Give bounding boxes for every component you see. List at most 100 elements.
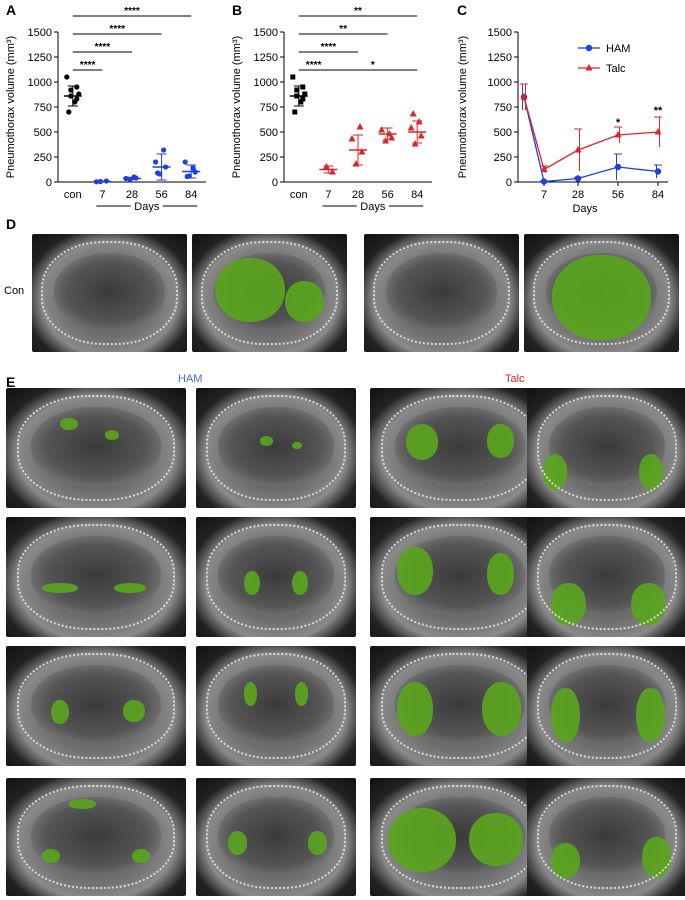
data-point [358, 148, 366, 155]
x-tick-label: con [64, 189, 82, 201]
data-point [356, 123, 364, 130]
legend-marker [585, 44, 593, 52]
ham-title: HAM [178, 373, 203, 385]
rib-markers [16, 524, 176, 630]
data-point [614, 163, 622, 171]
legend-marker [585, 64, 593, 71]
data-point [155, 170, 161, 176]
x-tick-label: 56 [381, 189, 393, 201]
ct-scan-tile [370, 646, 550, 766]
significance-label: * [616, 117, 621, 129]
data-point [64, 74, 70, 80]
data-point [417, 132, 425, 139]
y-tick-label: 250 [494, 152, 512, 164]
y-tick-label: 250 [260, 152, 278, 164]
row-label-con: Con [4, 285, 25, 297]
ct-con-coronal [364, 234, 519, 352]
x-tick-label: 28 [126, 189, 138, 201]
rib-markers [380, 653, 540, 759]
x-tick-label: con [290, 189, 308, 201]
rib-markers [536, 524, 678, 630]
x-axis-label: Days [134, 201, 160, 213]
panel-letter-b: B [232, 2, 243, 18]
ct-scan-tile [6, 388, 186, 508]
data-point [302, 91, 308, 97]
panel-letter-d: D [6, 216, 17, 232]
rib-markers [205, 524, 347, 630]
data-point [290, 74, 296, 80]
data-point [66, 109, 72, 115]
data-point [298, 99, 304, 105]
y-tick-label: 1000 [28, 77, 52, 89]
y-axis-label: Pneumothorax volume (mm³) [457, 36, 469, 178]
x-tick-label: 84 [411, 189, 423, 201]
x-tick-label: 7 [541, 189, 547, 201]
data-point [300, 96, 306, 102]
chart-a-svg: 0 250 500 750 1000 1250 1500 Pneumothorax volum… [5, 6, 206, 213]
significance-label: **** [109, 24, 125, 35]
y-tick-label: 1500 [28, 27, 52, 39]
significance-label: **** [124, 6, 140, 17]
series-line-talc [523, 96, 659, 171]
y-tick-label: 0 [506, 177, 512, 189]
data-point [540, 178, 548, 185]
y-tick-label: 1250 [28, 52, 52, 64]
data-point [294, 87, 300, 93]
x-tick-label: 56 [612, 189, 624, 201]
ct-scan-tile [370, 517, 550, 637]
ct-scan-tile [370, 778, 550, 896]
chart-panel-c: 0 250 500 750 1000 1250 1500 Pneumothorax volum… [452, 0, 682, 220]
x-tick-label: 84 [185, 189, 197, 201]
talc-title: Talc [505, 373, 525, 385]
x-axis-label: Days [360, 201, 386, 213]
ct-scan-tile [527, 388, 685, 508]
y-tick-label: 1500 [488, 27, 512, 39]
ct-scan-tile [196, 646, 356, 766]
ct-con-coronal-segmented [524, 234, 679, 352]
y-tick-label: 750 [494, 102, 512, 114]
data-point [654, 168, 662, 175]
y-tick-label: 500 [260, 127, 278, 139]
ct-scan-tile [527, 517, 685, 637]
group-title-ham: HAM [178, 373, 202, 385]
ct-con-axial [32, 234, 187, 352]
y-tick-label: 250 [34, 152, 52, 164]
data-point [407, 124, 415, 131]
data-point [182, 159, 188, 165]
significance-label: **** [80, 60, 96, 71]
rib-markers [16, 785, 176, 889]
x-tick-label: 84 [652, 189, 664, 201]
rib-markers [16, 395, 176, 501]
rib-markers [536, 395, 678, 501]
rib-markers [536, 785, 678, 889]
group-title-talc: Talc [505, 373, 525, 385]
significance-label: **** [306, 60, 322, 71]
y-tick-label: 0 [46, 177, 52, 189]
x-tick-label: 28 [352, 189, 364, 201]
rib-markers [380, 524, 540, 630]
chart-b-svg: 0 250 500 750 1000 1250 1500 Pneumothorax volum… [231, 6, 432, 213]
data-point [190, 165, 196, 171]
data-point [74, 96, 80, 102]
y-tick-label: 0 [272, 177, 278, 189]
data-point [68, 87, 74, 93]
data-point [74, 84, 80, 90]
data-point [409, 110, 417, 117]
significance-label: * [371, 60, 375, 71]
ct-con-axial-segmented [192, 234, 347, 352]
y-tick-label: 750 [260, 102, 278, 114]
x-tick-label: 56 [155, 189, 167, 201]
panel-letter-e: E [6, 374, 16, 390]
y-tick-label: 1500 [254, 27, 278, 39]
ct-scan-tile [196, 517, 356, 637]
data-point [520, 93, 528, 100]
ct-scan-tile [196, 778, 356, 896]
data-point [292, 109, 298, 115]
data-point [161, 147, 167, 153]
data-point [540, 165, 548, 172]
panel-letter-c: C [457, 2, 468, 18]
data-point [614, 131, 622, 138]
ct-scan-tile [527, 646, 685, 766]
chart-panel-b: 0 250 500 750 1000 1250 1500 Pneumothorax volum… [226, 0, 451, 220]
rib-markers [205, 653, 347, 759]
